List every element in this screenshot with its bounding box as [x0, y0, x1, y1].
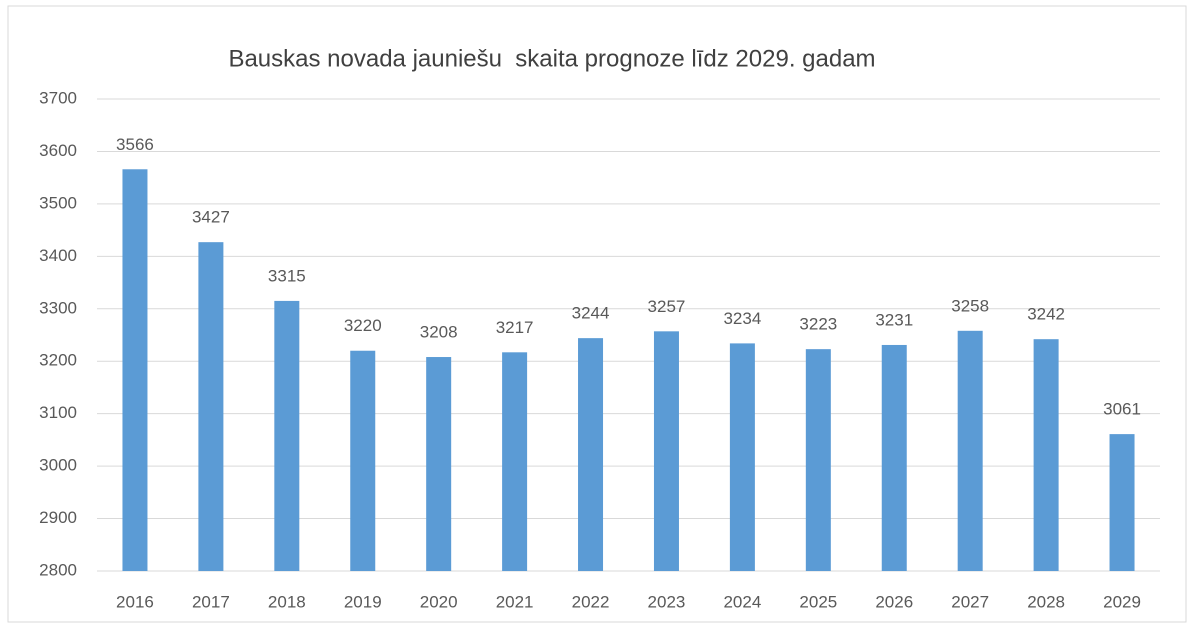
x-tick-label: 2019: [344, 592, 382, 611]
data-label: 3242: [1027, 305, 1065, 324]
data-label: 3220: [344, 316, 382, 335]
data-label: 3223: [799, 315, 837, 334]
chart-title: Bauskas novada jauniešu skaita prognoze …: [228, 45, 875, 72]
y-tick-label: 3500: [39, 193, 77, 212]
bar: [1033, 339, 1059, 571]
y-tick-label: 3600: [39, 141, 77, 160]
bar: [805, 349, 831, 571]
x-tick-label: 2017: [192, 592, 230, 611]
bar: [122, 169, 148, 571]
y-tick-label: 3000: [39, 456, 77, 475]
bar: [274, 300, 300, 571]
y-tick-label: 3300: [39, 298, 77, 317]
y-tick-label: 3700: [39, 88, 77, 107]
x-tick-label: 2029: [1103, 592, 1141, 611]
data-label: 3566: [116, 135, 154, 154]
data-label: 3258: [951, 296, 989, 315]
bar: [729, 343, 755, 571]
bar: [578, 338, 604, 571]
x-tick-label: 2022: [572, 592, 610, 611]
x-tick-label: 2018: [268, 592, 306, 611]
bar: [1109, 434, 1135, 571]
bar: [426, 357, 452, 571]
bar: [881, 344, 907, 571]
x-tick-label: 2021: [496, 592, 534, 611]
x-tick-label: 2016: [116, 592, 154, 611]
bar: [653, 331, 679, 571]
x-tick-label: 2025: [799, 592, 837, 611]
y-tick-label: 2800: [39, 560, 77, 579]
data-label: 3315: [268, 266, 306, 285]
data-label: 3257: [648, 297, 686, 316]
bar: [350, 350, 376, 571]
x-tick-label: 2028: [1027, 592, 1065, 611]
x-tick-label: 2024: [723, 592, 761, 611]
y-tick-label: 3200: [39, 351, 77, 370]
data-label: 3234: [723, 309, 761, 328]
y-tick-label: 2900: [39, 508, 77, 527]
x-tick-label: 2023: [648, 592, 686, 611]
data-label: 3208: [420, 323, 458, 342]
data-label: 3244: [572, 304, 610, 323]
x-tick-label: 2020: [420, 592, 458, 611]
x-tick-label: 2026: [875, 592, 913, 611]
bar: [502, 352, 528, 571]
data-label: 3231: [875, 310, 913, 329]
x-tick-label: 2027: [951, 592, 989, 611]
y-tick-label: 3400: [39, 246, 77, 265]
data-label: 3427: [192, 208, 230, 227]
y-tick-label: 3100: [39, 403, 77, 422]
data-label: 3217: [496, 318, 534, 337]
bar: [198, 242, 224, 571]
bar: [957, 330, 983, 571]
data-label: 3061: [1103, 400, 1141, 419]
